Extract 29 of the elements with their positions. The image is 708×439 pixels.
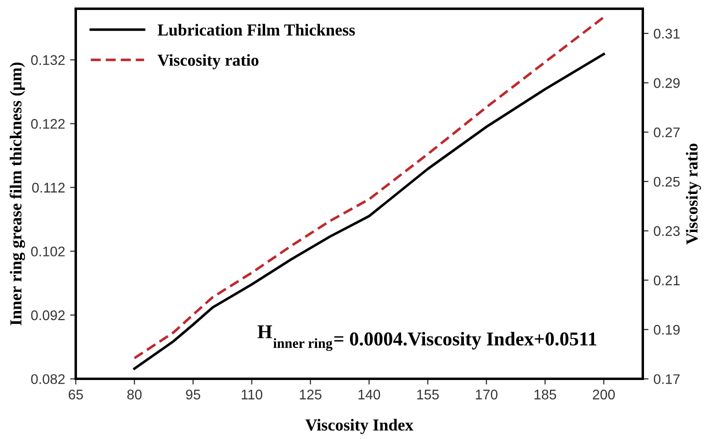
y2-tick-label: 0.19 [654,324,680,335]
y2-tick-label: 0.27 [654,127,680,138]
x-tick-label: 170 [476,390,498,400]
y-axis-title: Inner ring grease film thickness (μm) [10,62,26,326]
legend-label: Lubrication Film Thickness [158,24,355,36]
y-tick-label: 0.112 [32,182,65,193]
y-tick-label: 0.122 [31,118,65,129]
x-axis-title: Viscosity Index [305,418,414,434]
y2-tick-label: 0.29 [654,78,680,88]
y2-tick-label: 0.21 [654,276,680,286]
y2-tick-label: 0.31 [654,28,680,39]
x-tick-label: 140 [358,390,380,400]
x-tick-label: 185 [534,390,556,400]
y2-tick-label: 0.25 [654,176,680,187]
y2-tick-label: 0.23 [654,226,680,236]
x-tick-label: 65 [68,390,83,400]
x-tick-label: 155 [417,390,439,400]
y-tick-label: 0.092 [31,310,65,320]
x-tick-label: 110 [242,390,262,400]
x-tick-label: 200 [592,390,615,400]
y-tick-label: 0.082 [31,374,65,384]
x-tick-label: 80 [127,390,142,400]
y2-axis-title: Viscosity ratio [686,144,702,244]
y-tick-label: 0.102 [31,246,65,256]
y2-tick-label: 0.17 [654,374,680,384]
legend-label: Viscosity ratio [158,54,258,70]
x-tick-label: 125 [300,390,322,400]
y-tick-label: 0.132 [31,55,65,65]
x-tick-label: 95 [186,390,200,400]
